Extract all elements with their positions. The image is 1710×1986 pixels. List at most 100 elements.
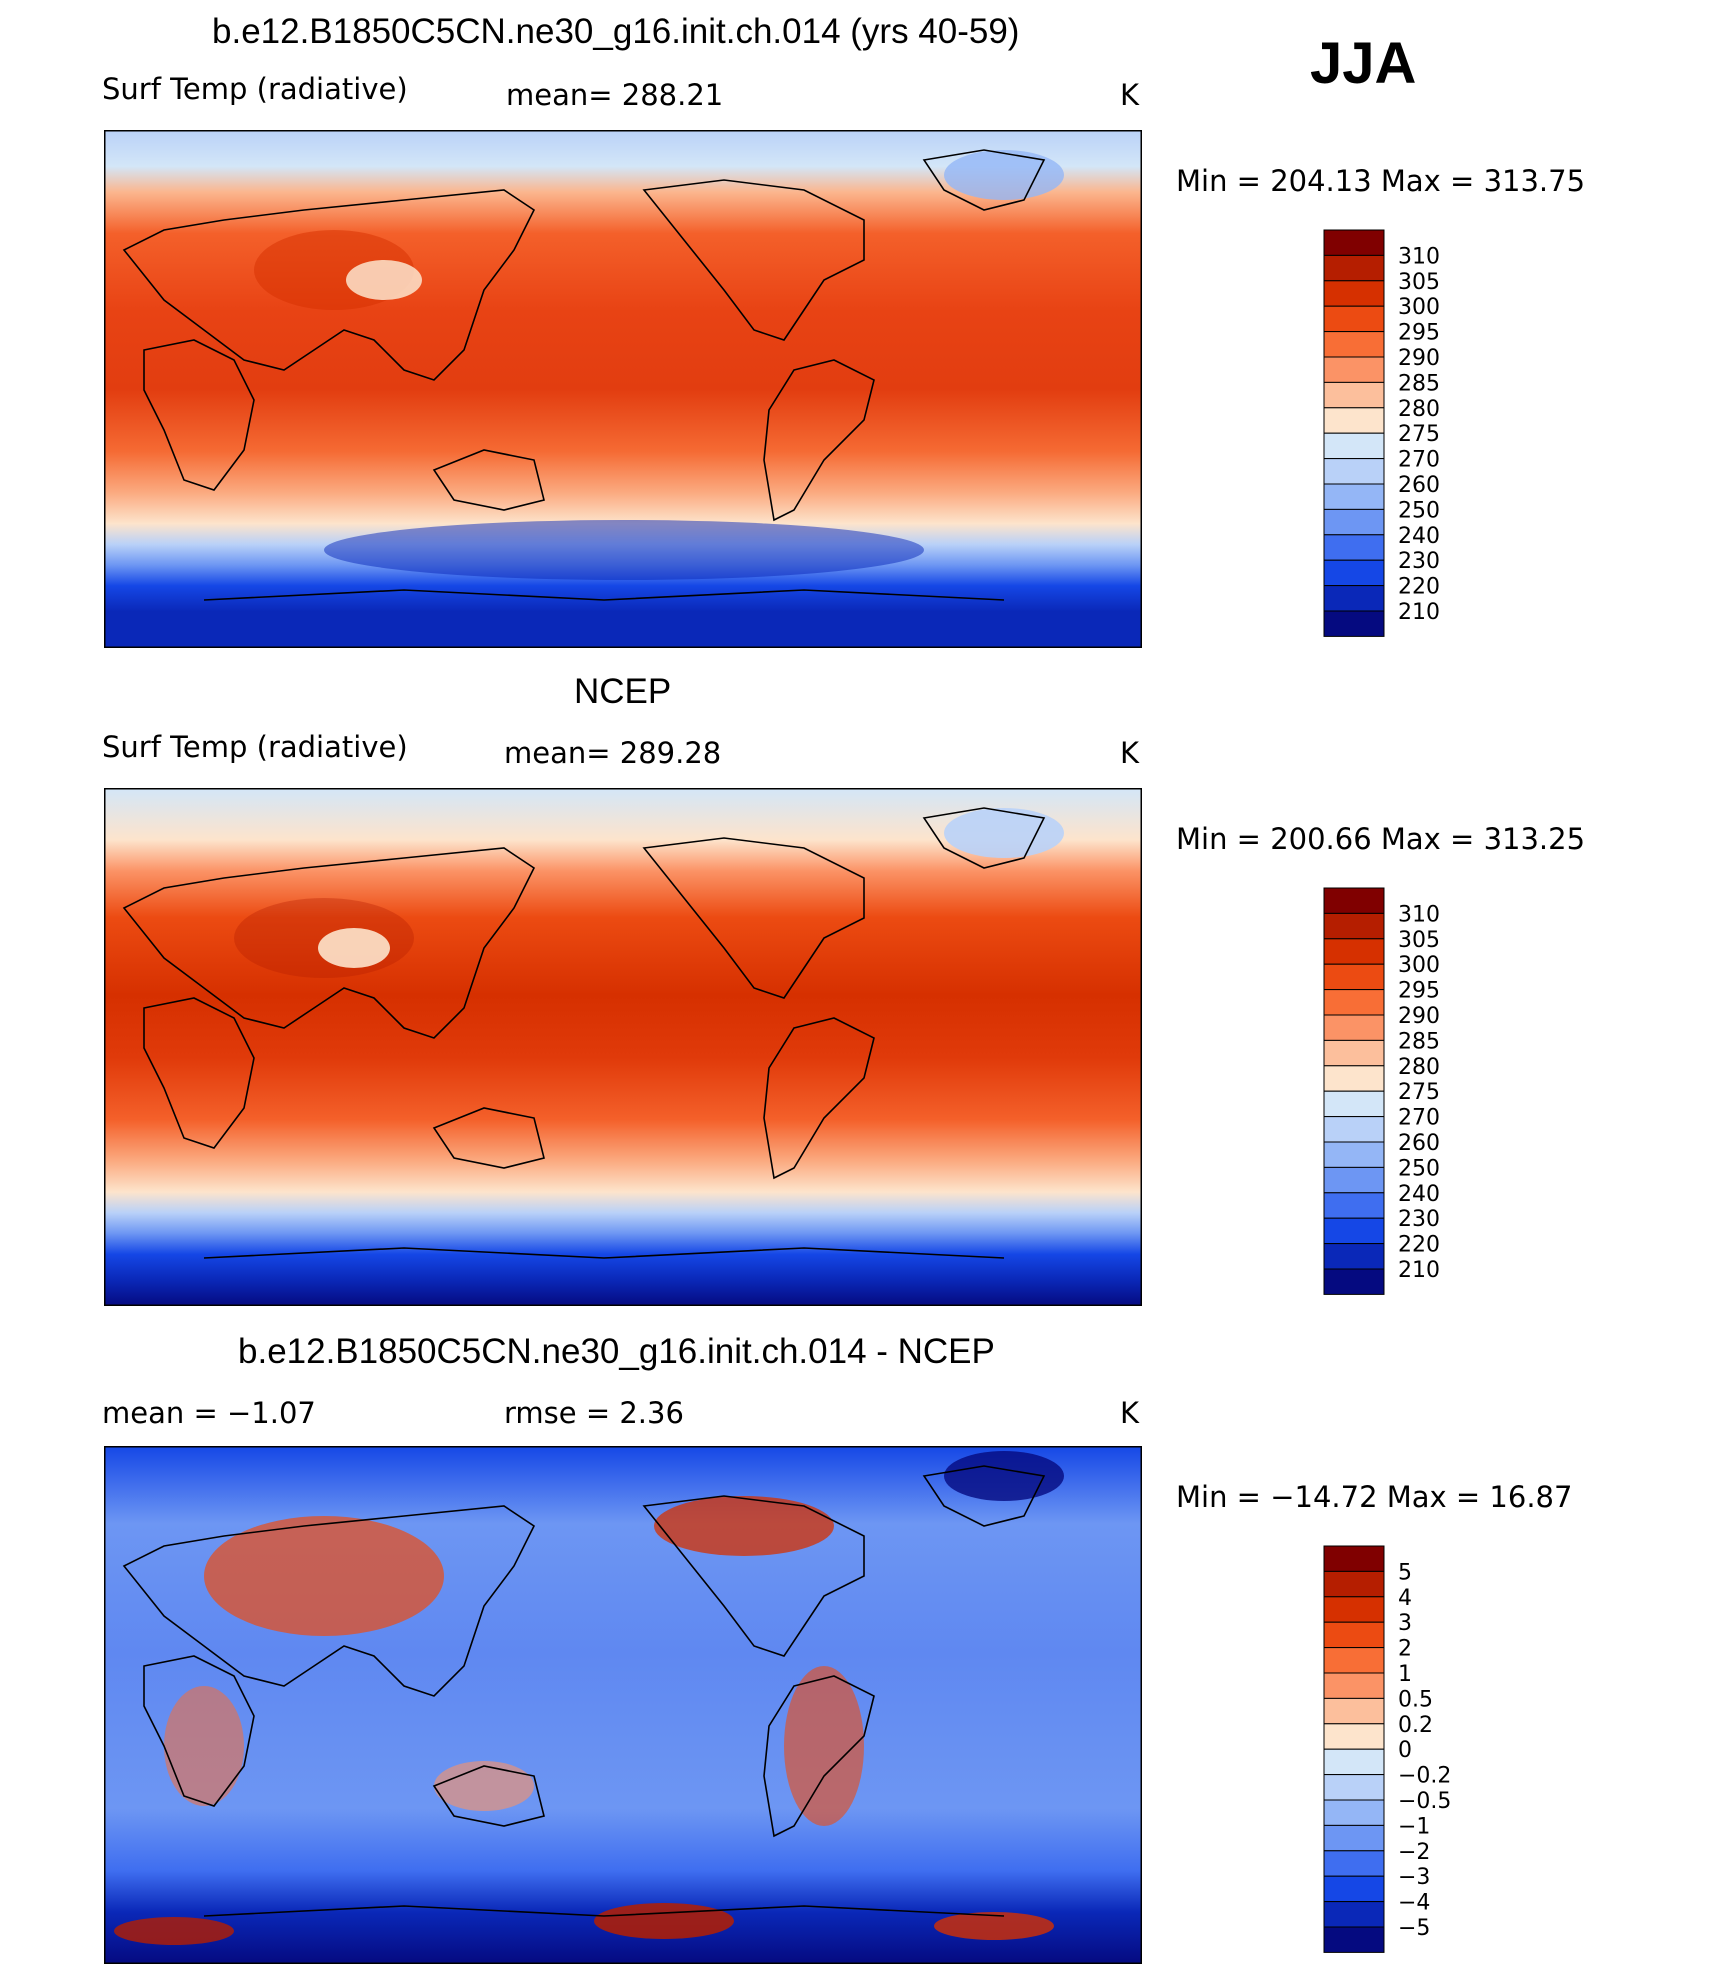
- colorbar-tick-label: 220: [1398, 1233, 1440, 1258]
- colorbar-box: [1323, 1596, 1385, 1623]
- colorbar-box: [1323, 254, 1385, 282]
- colorbar-box: [1323, 356, 1385, 383]
- colorbar-tick-label: 305: [1398, 270, 1440, 295]
- panel1-map: [104, 130, 1142, 648]
- colorbar-box: [1323, 1268, 1385, 1295]
- colorbar-tick-label: 260: [1398, 1131, 1440, 1156]
- colorbar-tick-label: 300: [1398, 295, 1440, 320]
- panel1-field-antarctic: [324, 520, 924, 580]
- panel2-frame: [104, 788, 1142, 1306]
- colorbar-box: [1323, 1545, 1385, 1572]
- colorbar-box: [1323, 912, 1385, 940]
- panel2-field: [104, 788, 1142, 1306]
- panel2-colorbar-boxes: [1323, 887, 1385, 1295]
- colorbar-box: [1323, 1723, 1385, 1750]
- colorbar-tick-label: 270: [1398, 448, 1440, 473]
- colorbar-box: [1323, 1901, 1385, 1928]
- colorbar-tick-label: −2: [1398, 1840, 1430, 1865]
- colorbar-tick-label: −1: [1398, 1814, 1430, 1839]
- colorbar-tick-label: 240: [1398, 1182, 1440, 1207]
- colorbar-tick-label: 275: [1398, 422, 1440, 447]
- colorbar-box: [1323, 1621, 1385, 1649]
- colorbar-box: [1323, 938, 1385, 965]
- colorbar-tick-label: 280: [1398, 1055, 1440, 1080]
- panel1-field-tibet: [346, 260, 422, 300]
- panel1-colorbar-labels: 3103053002952902852802752702602502402302…: [1398, 244, 1440, 625]
- colorbar-tick-label: 285: [1398, 371, 1440, 396]
- colorbar-tick-label: 305: [1398, 928, 1440, 953]
- colorbar-tick-label: 295: [1398, 979, 1440, 1004]
- colorbar-box: [1323, 1875, 1385, 1903]
- panel2-title: NCEP: [574, 672, 672, 711]
- colorbar-tick-label: 1: [1398, 1662, 1412, 1687]
- colorbar-tick-label: 230: [1398, 1207, 1440, 1232]
- panel3-units-label: K: [1120, 1396, 1140, 1430]
- panel2-field-tibet: [318, 928, 390, 968]
- colorbar-box: [1323, 331, 1385, 358]
- colorbar-tick-label: 240: [1398, 524, 1440, 549]
- panel3-rmse-label: rmse = 2.36: [504, 1396, 684, 1430]
- panel2-variable-label: Surf Temp (radiative): [102, 730, 408, 764]
- colorbar-tick-label: −0.5: [1398, 1789, 1451, 1814]
- panel3-minmax-label: Min = −14.72 Max = 16.87: [1176, 1480, 1573, 1514]
- colorbar-tick-label: 280: [1398, 397, 1440, 422]
- colorbar-box: [1323, 1217, 1385, 1245]
- panel3-frame: [104, 1446, 1142, 1964]
- colorbar-box: [1323, 1192, 1385, 1219]
- colorbar-box: [1323, 1116, 1385, 1143]
- panel1-field-greenland: [944, 150, 1064, 200]
- panel1-title: b.e12.B1850C5CN.ne30_g16.init.ch.014 (yr…: [212, 12, 1020, 51]
- colorbar-box: [1323, 887, 1385, 914]
- panel2-coastlines: [122, 807, 1046, 1259]
- panel2-minmax-label: Min = 200.66 Max = 313.25: [1176, 822, 1586, 856]
- panel3-field: [104, 1446, 1142, 1964]
- colorbar-box: [1323, 1647, 1385, 1674]
- colorbar-tick-label: 3: [1398, 1611, 1412, 1636]
- colorbar-box: [1323, 1065, 1385, 1092]
- colorbar-tick-label: −4: [1398, 1891, 1430, 1916]
- panel2-mean-label: mean= 289.28: [504, 736, 722, 770]
- colorbar-box: [1323, 1039, 1385, 1067]
- colorbar-tick-label: 290: [1398, 1004, 1440, 1029]
- colorbar-tick-label: 310: [1398, 244, 1440, 269]
- colorbar-box: [1323, 1697, 1385, 1725]
- colorbar-box: [1323, 1166, 1385, 1194]
- colorbar-tick-label: 0.2: [1398, 1713, 1433, 1738]
- colorbar-tick-label: 5: [1398, 1560, 1412, 1585]
- colorbar-box: [1323, 1774, 1385, 1801]
- colorbar-box: [1323, 407, 1385, 434]
- panel3-map: [104, 1446, 1142, 1964]
- panel3-title: b.e12.B1850C5CN.ne30_g16.init.ch.014 - N…: [238, 1332, 995, 1371]
- colorbar-box: [1323, 559, 1385, 587]
- colorbar-box: [1323, 1014, 1385, 1041]
- colorbar-tick-label: 230: [1398, 549, 1440, 574]
- panel1-mean-label: mean= 288.21: [506, 78, 724, 112]
- colorbar-tick-label: 250: [1398, 498, 1440, 523]
- panel2-map: [104, 788, 1142, 1306]
- panel1-coastlines: [122, 149, 1046, 601]
- colorbar-tick-label: 270: [1398, 1106, 1440, 1131]
- colorbar-box: [1323, 1850, 1385, 1877]
- panel3-colorbar-boxes: [1323, 1545, 1385, 1953]
- colorbar-tick-label: 275: [1398, 1080, 1440, 1105]
- colorbar-box: [1323, 305, 1385, 333]
- colorbar-box: [1323, 280, 1385, 307]
- panel2-colorbar-labels: 3103053002952902852802752702602502402302…: [1398, 902, 1440, 1283]
- panel1-variable-label: Surf Temp (radiative): [102, 72, 408, 106]
- colorbar-box: [1323, 1926, 1385, 1953]
- colorbar-box: [1323, 1090, 1385, 1118]
- colorbar-box: [1323, 458, 1385, 485]
- colorbar-box: [1323, 432, 1385, 460]
- colorbar-box: [1323, 483, 1385, 510]
- colorbar-box: [1323, 585, 1385, 612]
- colorbar-tick-label: 300: [1398, 953, 1440, 978]
- panel1-colorbar: 3103053002952902852802752702602502402302…: [1323, 229, 1440, 637]
- panel2-field-greenland: [944, 808, 1064, 858]
- colorbar-tick-label: 210: [1398, 600, 1440, 625]
- colorbar-box: [1323, 534, 1385, 561]
- colorbar-tick-label: 290: [1398, 346, 1440, 371]
- panel1-colorbar-boxes: [1323, 229, 1385, 637]
- colorbar-box: [1323, 508, 1385, 536]
- colorbar-tick-label: 310: [1398, 902, 1440, 927]
